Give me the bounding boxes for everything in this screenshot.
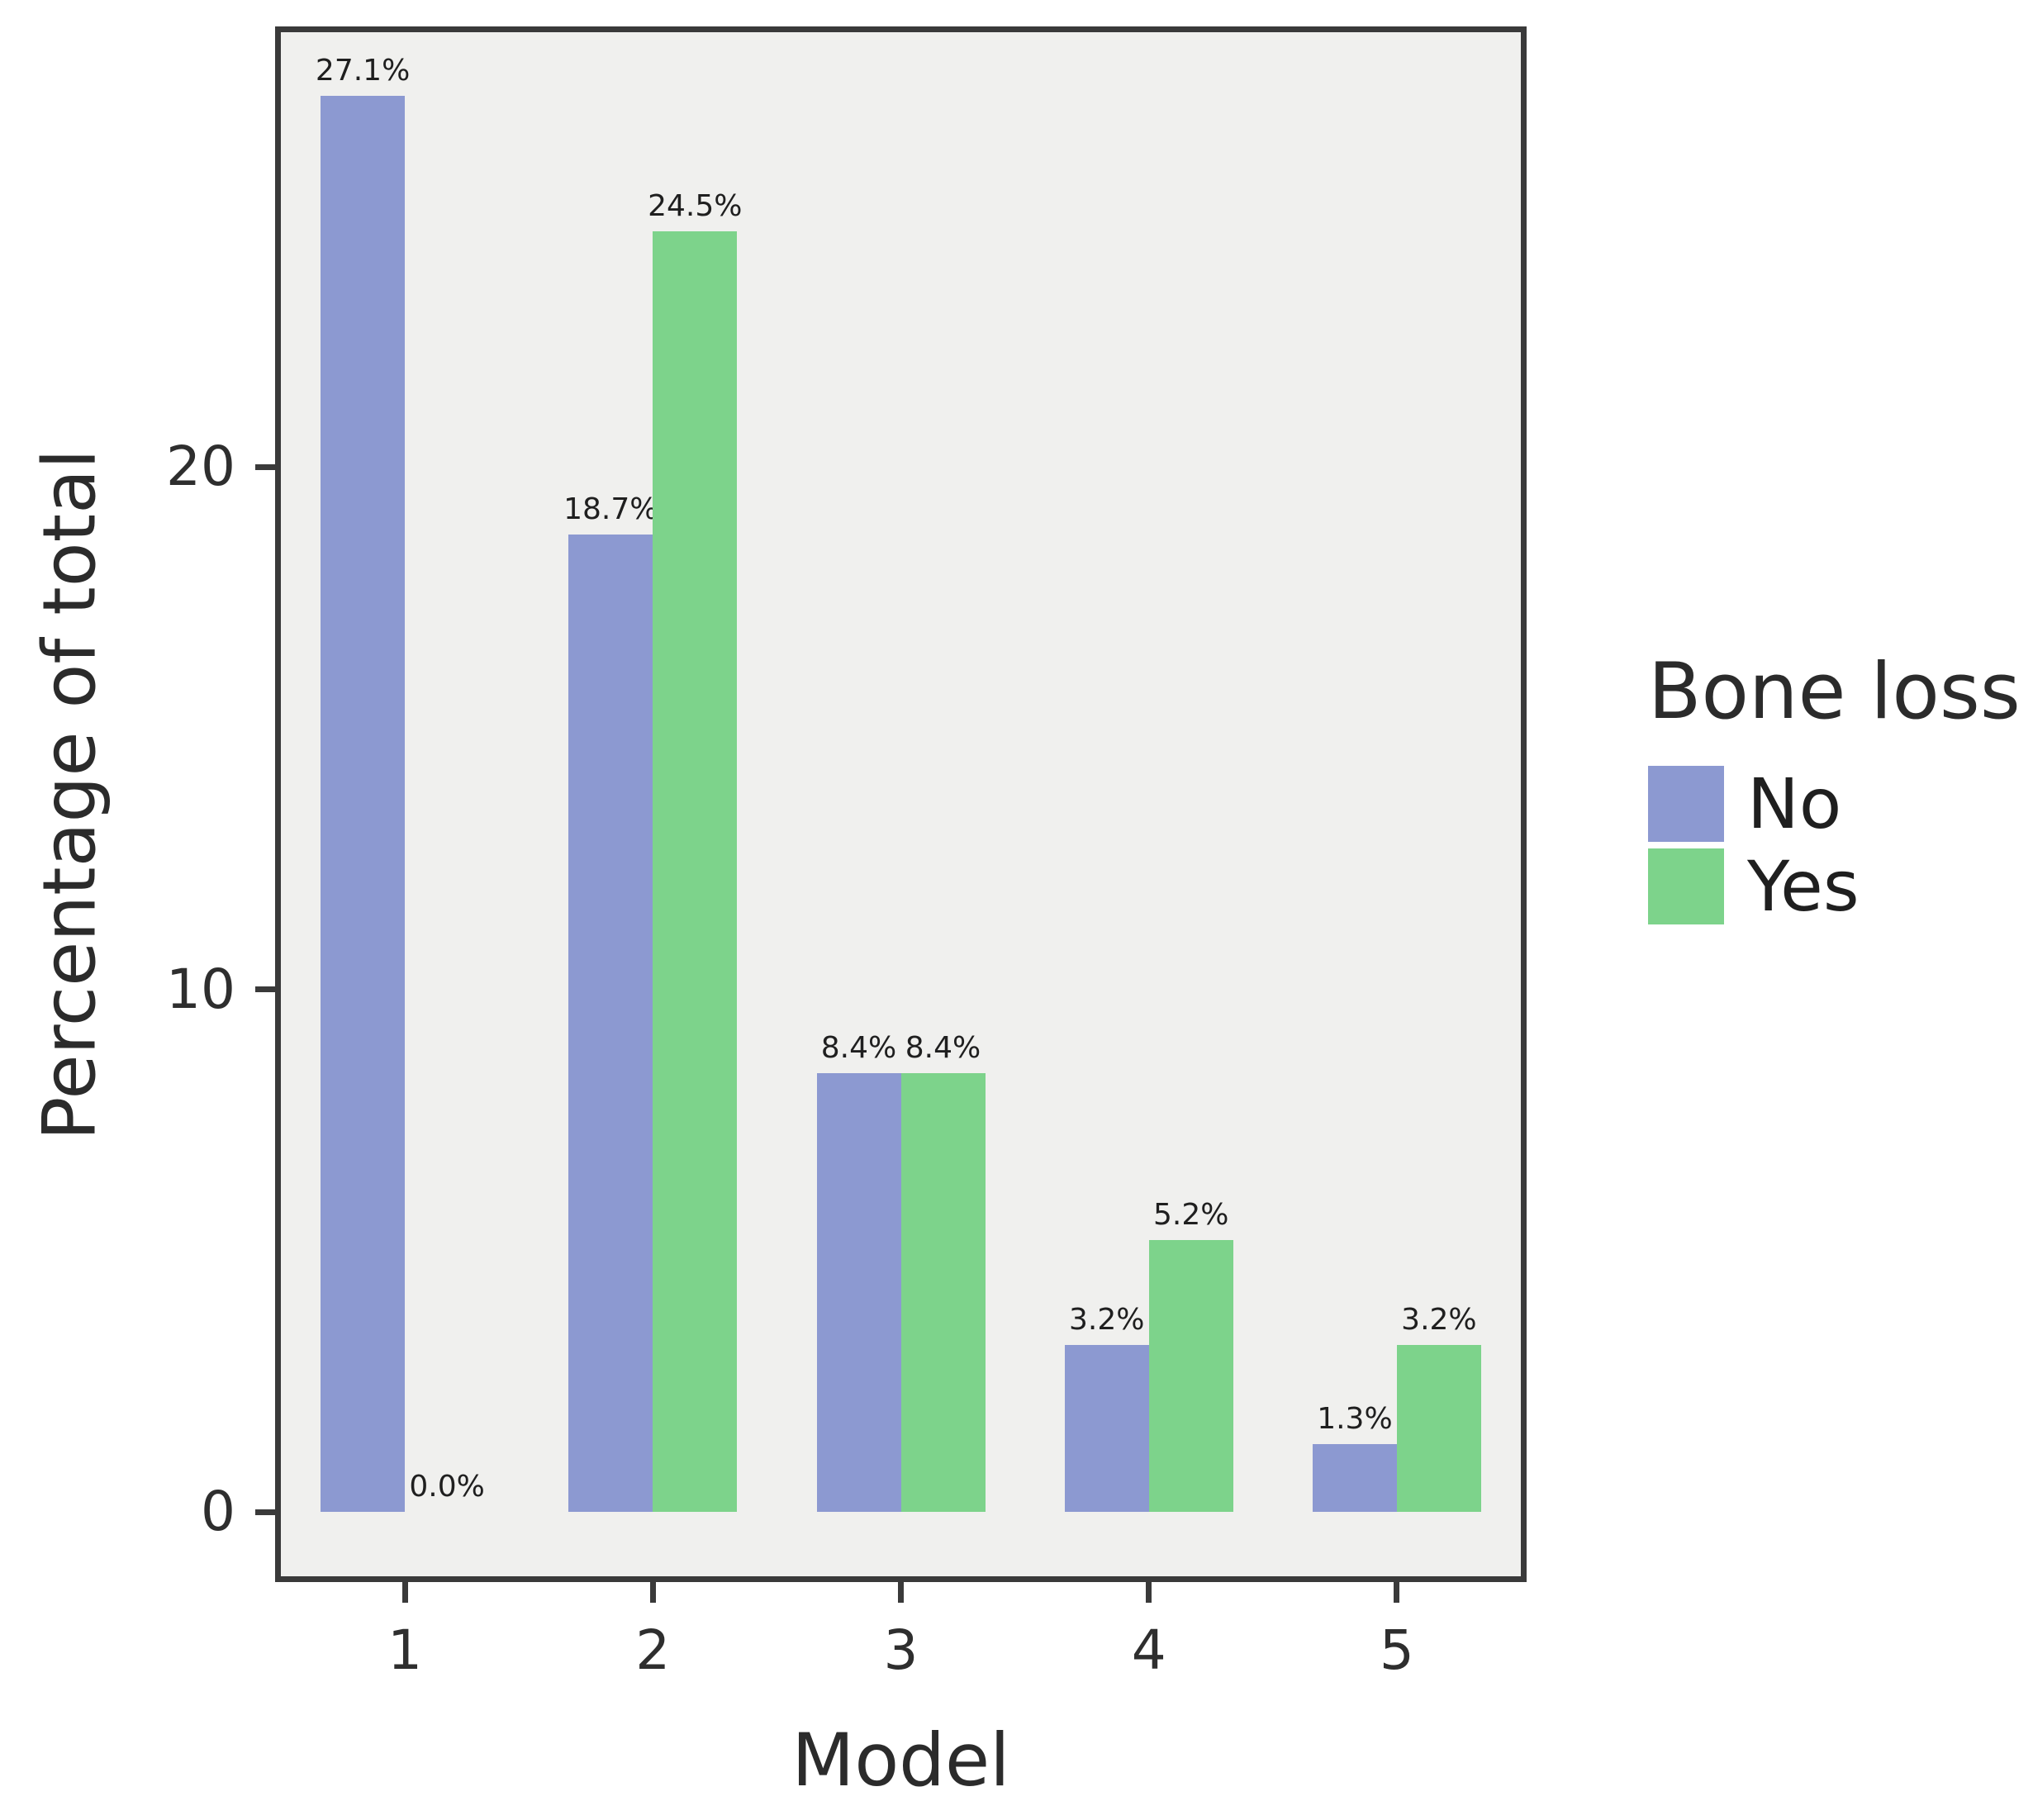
bar-model-3-no: 8.4% [816,1032,901,1512]
bar-model-3-yes: 8.4% [900,1032,986,1512]
bar-group-model-5: 1.3% 3.2% [1273,32,1521,1576]
bar-value-label: 8.4% [820,1031,897,1066]
bar-value-label: 3.2% [1401,1303,1477,1338]
y-tick-label: 10 [166,957,235,1021]
bar-value-label: 0.0% [409,1470,485,1504]
y-tick-mark [255,986,276,992]
y-axis-title: Percentage of total [26,449,112,1141]
legend-items: No Yes [1648,763,2021,924]
x-tick-label-1: 1 [387,1618,423,1682]
bar-model-1-no: 27.1% [316,55,410,1512]
legend-label: No [1747,763,1842,844]
bar-groups: 27.1% 0.0% 18.7% 24.5% 8.4% 8.4% 3.2% 5.2% 1.3% 3… [281,32,1521,1576]
bar-group-model-3: 8.4% 8.4% [777,32,1024,1576]
bar-model-2-yes: 24.5% [648,190,742,1512]
bar-value-label: 8.4% [905,1031,981,1066]
legend-swatch-no [1648,765,1724,842]
bar-value-label: 1.3% [1317,1402,1393,1437]
bar-group-model-2: 18.7% 24.5% [529,32,777,1576]
bar-model-4-no: 3.2% [1064,1304,1149,1512]
bar-group-model-1: 27.1% 0.0% [281,32,529,1576]
y-tick-mark [255,463,276,470]
bar-value-label: 27.1% [315,54,411,88]
legend-item-no: No [1648,763,2021,844]
bar-model-5-yes: 3.2% [1396,1304,1481,1512]
y-tick-label: 0 [201,1480,235,1543]
x-tick-mark [898,1582,904,1603]
legend-title: Bone loss [1648,647,2021,737]
x-tick-label-3: 3 [883,1618,919,1682]
legend: Bone loss No Yes [1648,646,2021,931]
bar-model-2-no: 18.7% [563,493,658,1512]
bar-value-label: 5.2% [1152,1198,1229,1233]
bar-model-5-no: 1.3% [1312,1403,1397,1512]
legend-item-yes: Yes [1648,848,2021,924]
plot-area: 27.1% 0.0% 18.7% 24.5% 8.4% 8.4% 3.2% 5.2% 1.3% 3… [275,26,1527,1582]
legend-label: Yes [1747,845,1860,927]
y-tick-label: 20 [166,435,235,498]
x-axis-title: Model [791,1718,1010,1803]
y-tick-mark [255,1509,276,1515]
bar-value-label: 24.5% [648,189,743,224]
bar-group-model-4: 3.2% 5.2% [1025,32,1273,1576]
x-tick-label-4: 4 [1131,1618,1166,1682]
bar-value-label: 3.2% [1068,1303,1145,1338]
x-tick-mark [1146,1582,1152,1603]
legend-swatch-yes [1648,848,1724,924]
x-tick-label-5: 5 [1379,1618,1414,1682]
x-tick-label-2: 2 [635,1618,671,1682]
bar-model-4-yes: 5.2% [1148,1199,1233,1512]
x-tick-mark [649,1582,656,1603]
x-tick-mark [1394,1582,1400,1603]
x-tick-mark [401,1582,408,1603]
bar-value-label: 18.7% [563,492,658,527]
